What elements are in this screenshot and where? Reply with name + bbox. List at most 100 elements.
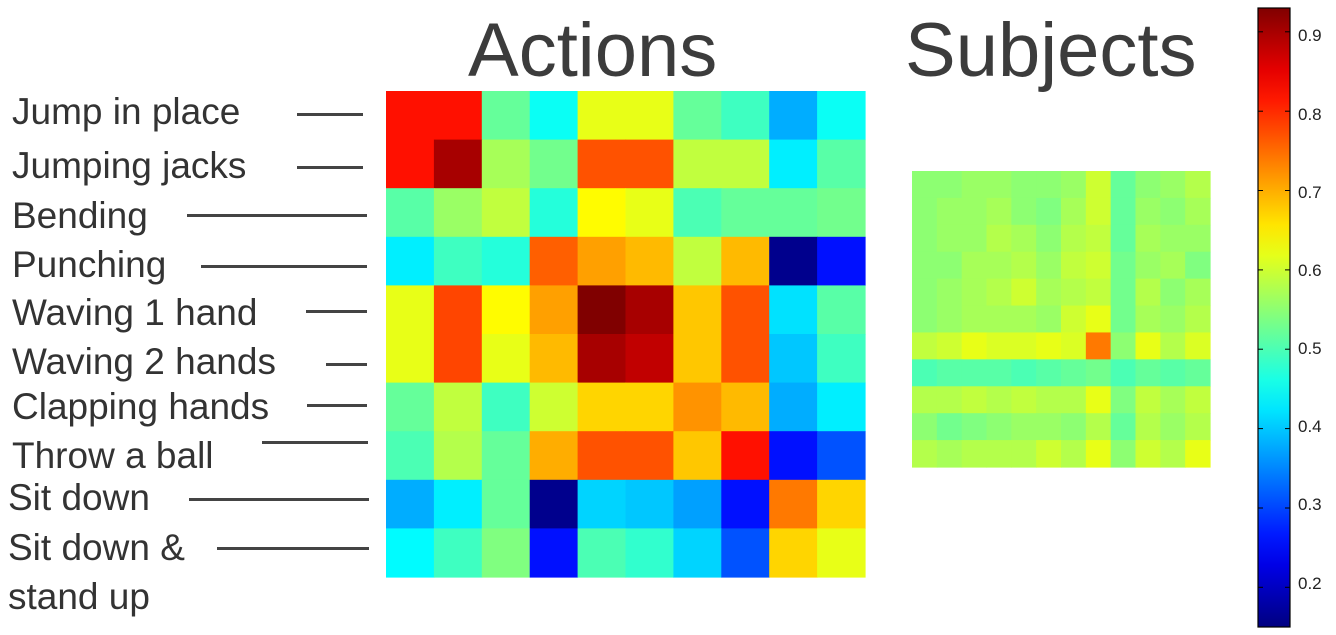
actions-heatmap-cell-8-9 bbox=[817, 479, 866, 529]
subjects-heatmap-cell-6-7 bbox=[1085, 332, 1112, 360]
subjects-heatmap-cell-9-4 bbox=[1011, 413, 1037, 441]
subjects-heatmap-cell-4-9 bbox=[1135, 278, 1161, 307]
subjects-heatmap-cell-2-0 bbox=[912, 224, 938, 253]
subjects-heatmap-cell-6-5 bbox=[1036, 332, 1062, 360]
subjects-heatmap-cell-1-4 bbox=[1011, 197, 1037, 226]
actions-heatmap-cell-8-0 bbox=[386, 479, 435, 529]
subjects-heatmap-cell-5-7 bbox=[1085, 305, 1112, 334]
actions-heatmap-cell-4-4 bbox=[577, 285, 627, 335]
actions-heatmap-cell-8-1 bbox=[433, 479, 483, 529]
subjects-heatmap-cell-4-4 bbox=[1011, 278, 1037, 307]
subjects-heatmap-cell-6-4 bbox=[1011, 332, 1037, 360]
actions-heatmap-cell-2-2 bbox=[481, 188, 531, 238]
actions-heatmap-cell-9-9 bbox=[817, 528, 866, 578]
subjects-heatmap-cell-2-8 bbox=[1110, 224, 1137, 253]
subjects-heatmap-cell-5-1 bbox=[936, 305, 963, 334]
row-label-waving-1-hand: Waving 1 hand bbox=[12, 292, 258, 333]
subjects-heatmap-cell-1-11 bbox=[1185, 197, 1211, 226]
actions-heatmap-cell-4-0 bbox=[386, 285, 435, 335]
colorbar bbox=[1257, 7, 1291, 628]
actions-heatmap-cell-3-4 bbox=[577, 236, 627, 286]
actions-heatmap-cell-4-8 bbox=[769, 285, 818, 335]
subjects-heatmap-cell-10-3 bbox=[986, 440, 1012, 468]
subjects-heatmap-cell-1-6 bbox=[1061, 197, 1087, 226]
subjects-heatmap-cell-7-6 bbox=[1061, 359, 1087, 387]
actions-heatmap-cell-8-2 bbox=[481, 479, 531, 529]
actions-heatmap-cell-2-6 bbox=[673, 188, 722, 238]
subjects-heatmap-cell-7-5 bbox=[1036, 359, 1062, 387]
actions-heatmap-cell-9-7 bbox=[721, 528, 770, 578]
subjects-heatmap-cell-4-2 bbox=[961, 278, 988, 307]
actions-heatmap-cell-1-7 bbox=[721, 139, 770, 189]
subjects-heatmap-cell-7-3 bbox=[986, 359, 1012, 387]
subjects-heatmap-cell-5-6 bbox=[1061, 305, 1087, 334]
subjects-heatmap-cell-1-9 bbox=[1135, 197, 1161, 226]
actions-heatmap-cell-5-0 bbox=[386, 334, 435, 384]
subjects-heatmap-cell-6-6 bbox=[1061, 332, 1087, 360]
subjects-heatmap-cell-9-5 bbox=[1036, 413, 1062, 441]
subjects-heatmap-cell-7-0 bbox=[912, 359, 938, 387]
subjects-heatmap-cell-4-3 bbox=[986, 278, 1012, 307]
subjects-heatmap-cell-4-1 bbox=[936, 278, 963, 307]
subjects-heatmap-cell-2-4 bbox=[1011, 224, 1037, 253]
actions-heatmap-cell-8-6 bbox=[673, 479, 722, 529]
actions-heatmap-cell-3-5 bbox=[625, 236, 674, 286]
actions-heatmap-cell-5-6 bbox=[673, 334, 722, 384]
actions-heatmap-cell-0-7 bbox=[721, 91, 770, 141]
actions-heatmap-cell-3-0 bbox=[386, 236, 435, 286]
row-label-waving-2-hands: Waving 2 hands bbox=[12, 341, 276, 382]
subjects-heatmap-cell-0-4 bbox=[1011, 171, 1037, 199]
row-label-clapping-hands: Clapping hands bbox=[12, 386, 270, 427]
actions-heatmap-cell-6-5 bbox=[625, 382, 674, 432]
colorbar-tick-label: 0.4 bbox=[1298, 417, 1322, 436]
subjects-heatmap-cell-2-11 bbox=[1185, 224, 1211, 253]
actions-heatmap-cell-6-3 bbox=[529, 382, 579, 432]
actions-heatmap-cell-6-6 bbox=[673, 382, 722, 432]
actions-heatmap-cell-8-7 bbox=[721, 479, 770, 529]
actions-heatmap-cell-4-9 bbox=[817, 285, 866, 335]
actions-heatmap-cell-7-9 bbox=[817, 431, 866, 481]
actions-heatmap-cell-0-5 bbox=[625, 91, 674, 141]
subjects-heatmap-cell-3-4 bbox=[1011, 251, 1037, 280]
subjects-heatmap-cell-9-7 bbox=[1085, 413, 1112, 441]
subjects-heatmap-cell-9-0 bbox=[912, 413, 938, 441]
subjects-heatmap-cell-9-3 bbox=[986, 413, 1012, 441]
actions-heatmap-cell-9-1 bbox=[433, 528, 483, 578]
actions-heatmap-cell-5-3 bbox=[529, 334, 579, 384]
leader-line bbox=[189, 498, 369, 501]
row-label-jumping-jacks: Jumping jacks bbox=[12, 145, 247, 186]
subjects-heatmap-cell-8-2 bbox=[961, 386, 988, 414]
subjects-heatmap-cell-0-5 bbox=[1036, 171, 1062, 199]
actions-heatmap-cell-0-4 bbox=[577, 91, 627, 141]
actions-heatmap-cell-9-5 bbox=[625, 528, 674, 578]
subjects-heatmap-cell-10-4 bbox=[1011, 440, 1037, 468]
actions-heatmap-cell-1-1 bbox=[433, 139, 483, 189]
actions-heatmap-cell-2-0 bbox=[386, 188, 435, 238]
subjects-heatmap-cell-10-2 bbox=[961, 440, 988, 468]
subjects-heatmap-cell-0-0 bbox=[912, 171, 938, 199]
actions-heatmap-cell-1-6 bbox=[673, 139, 722, 189]
actions-heatmap-cell-4-3 bbox=[529, 285, 579, 335]
actions-heatmap-cell-3-9 bbox=[817, 236, 866, 286]
subjects-heatmap-cell-4-11 bbox=[1185, 278, 1211, 307]
actions-heatmap-cell-7-0 bbox=[386, 431, 435, 481]
subjects-heatmap-cell-9-8 bbox=[1110, 413, 1137, 441]
actions-heatmap-cell-5-2 bbox=[481, 334, 531, 384]
leader-line bbox=[262, 441, 368, 444]
subjects-heatmap-cell-4-6 bbox=[1061, 278, 1087, 307]
actions-heatmap-cell-3-8 bbox=[769, 236, 818, 286]
actions-heatmap-cell-9-0 bbox=[386, 528, 435, 578]
subjects-heatmap-cell-8-11 bbox=[1185, 386, 1211, 414]
actions-heatmap-cell-6-9 bbox=[817, 382, 866, 432]
subjects-heatmap-cell-8-3 bbox=[986, 386, 1012, 414]
subjects-heatmap-cell-10-10 bbox=[1160, 440, 1186, 468]
subjects-heatmap-cell-8-9 bbox=[1135, 386, 1161, 414]
subjects-heatmap-cell-0-6 bbox=[1061, 171, 1087, 199]
subjects-heatmap-cell-7-4 bbox=[1011, 359, 1037, 387]
subjects-heatmap-cell-3-8 bbox=[1110, 251, 1137, 280]
subjects-heatmap-cell-5-8 bbox=[1110, 305, 1137, 334]
actions-heatmap-cell-8-5 bbox=[625, 479, 674, 529]
actions-heatmap-cell-7-6 bbox=[673, 431, 722, 481]
actions-heatmap-cell-7-4 bbox=[577, 431, 627, 481]
